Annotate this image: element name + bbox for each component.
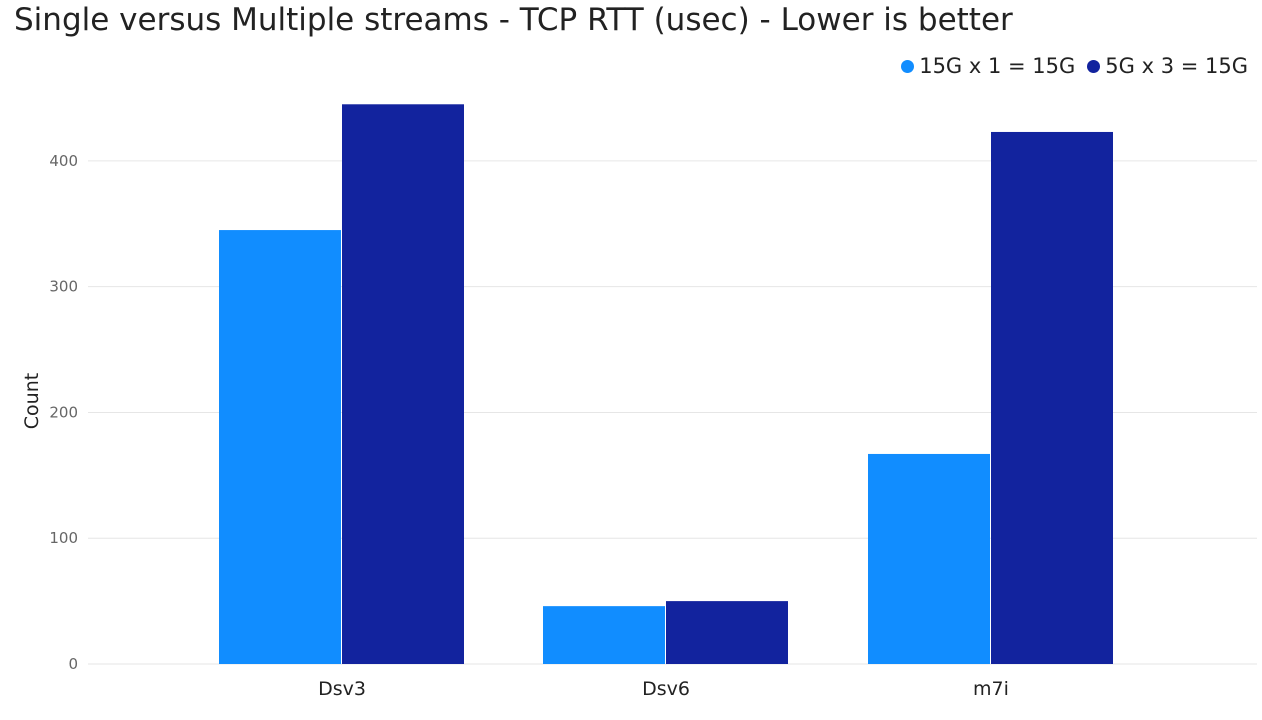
bar-dsv6-series-1[interactable]: [543, 606, 665, 664]
legend-swatch-series-2: [1087, 59, 1101, 73]
legend-label-series-2: 5G x 3 = 15G: [1105, 54, 1248, 78]
legend-item-series-2[interactable]: 5G x 3 = 15G: [1087, 54, 1248, 78]
y-tick-label: 300: [49, 278, 78, 296]
x-tick-label: Dsv3: [318, 678, 366, 700]
bar-m7i-series-2[interactable]: [991, 131, 1113, 664]
bar-m7i-series-1[interactable]: [868, 453, 990, 664]
y-tick-label: 200: [49, 403, 78, 421]
y-axis-title: Count: [21, 373, 43, 429]
legend-label-series-1: 15G x 1 = 15G: [919, 54, 1076, 78]
y-tick-label: 100: [49, 529, 78, 547]
y-tick-label: 400: [49, 152, 78, 170]
legend: 15G x 1 = 15G 5G x 3 = 15G: [889, 54, 1248, 78]
bar-dsv3-series-1[interactable]: [219, 230, 341, 665]
y-tick-label: 0: [68, 655, 78, 673]
legend-swatch-series-1: [901, 59, 915, 73]
bar-dsv3-series-2[interactable]: [342, 104, 464, 665]
legend-item-series-1[interactable]: 15G x 1 = 15G: [901, 54, 1075, 78]
x-tick-label: m7i: [973, 678, 1009, 700]
bar-dsv6-series-2[interactable]: [666, 601, 788, 664]
chart-title: Single versus Multiple streams - TCP RTT…: [14, 2, 1013, 38]
x-tick-label: Dsv6: [642, 678, 690, 700]
